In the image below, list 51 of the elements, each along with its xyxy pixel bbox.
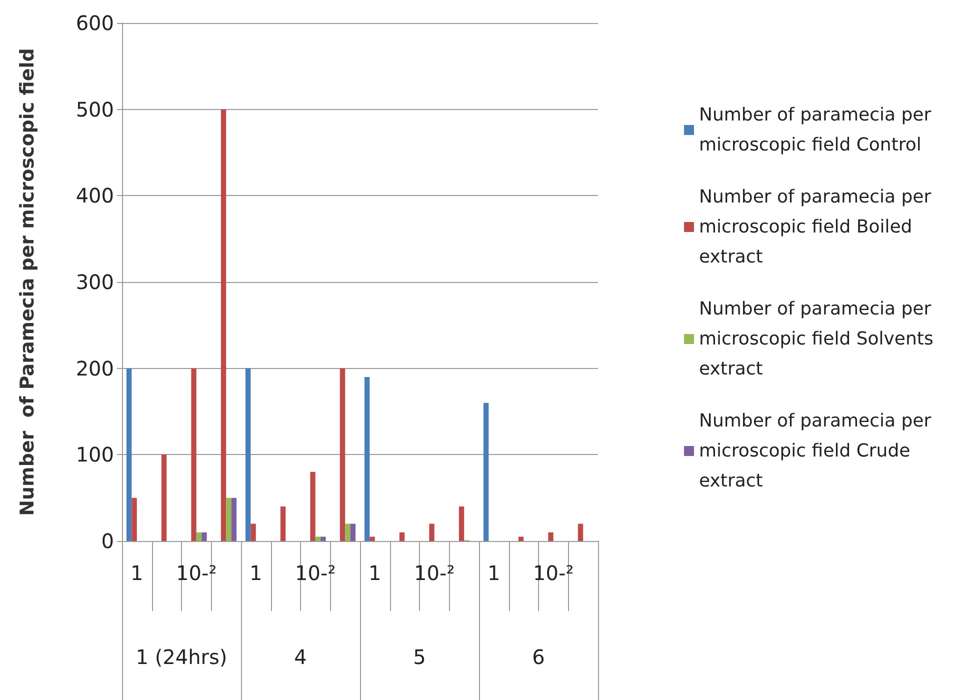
bar <box>196 532 202 541</box>
bar <box>429 524 434 541</box>
x-tick-label: 1 <box>250 561 262 585</box>
bar <box>231 498 237 541</box>
bar <box>399 532 405 541</box>
y-tick-label: 300 <box>76 270 114 294</box>
y-tick-label: 600 <box>76 11 114 35</box>
x-tick-label: 10-² <box>533 561 574 585</box>
bar <box>161 454 167 541</box>
bar <box>578 524 584 541</box>
bar <box>350 524 356 541</box>
bar <box>340 368 346 541</box>
bar <box>548 532 554 541</box>
bar <box>458 506 464 541</box>
bar <box>370 536 375 541</box>
y-axis-title: Number of Paramecia per microscopic field <box>16 48 38 516</box>
legend-label: Number of paramecia per microscopic field Control <box>699 104 937 156</box>
x-tick-label: 1 <box>130 561 144 585</box>
bar <box>315 536 321 541</box>
bar <box>132 498 137 541</box>
y-tick-label: 200 <box>76 356 114 380</box>
y-tick-label: 400 <box>76 184 114 208</box>
legend-label: Number of paramecia per microscopic field Solvents extract <box>699 298 940 380</box>
bar <box>202 532 207 541</box>
bar <box>310 472 316 541</box>
y-tick-label: 0 <box>101 529 114 553</box>
bar <box>191 368 196 541</box>
text: 6 <box>532 645 545 669</box>
bar <box>280 506 286 541</box>
bar <box>126 368 132 541</box>
bar <box>320 536 326 541</box>
legend-label: Number of paramecia per microscopic field Crude extract <box>699 410 937 492</box>
y-tick-label: 500 <box>76 97 114 122</box>
bar <box>245 368 251 541</box>
legend-label: Number of paramecia per microscopic field Boiled extract <box>699 186 937 268</box>
x-tick-label: 10-² <box>176 561 217 585</box>
bar <box>483 402 489 541</box>
y-tick-label: 100 <box>76 442 114 467</box>
bar <box>364 376 370 541</box>
x-tick-label: 1 <box>488 561 500 585</box>
text: 4 <box>294 645 307 669</box>
bar <box>345 524 350 541</box>
bar <box>250 524 256 541</box>
bar <box>226 498 232 541</box>
bar <box>518 536 524 541</box>
text: 5 <box>413 645 426 669</box>
text: 1 (24hrs) <box>136 645 228 669</box>
x-tick-label: 10-² <box>295 561 336 585</box>
x-tick-label: 1 <box>368 561 382 585</box>
x-tick-label: 10-² <box>414 561 455 585</box>
bar <box>220 109 226 541</box>
